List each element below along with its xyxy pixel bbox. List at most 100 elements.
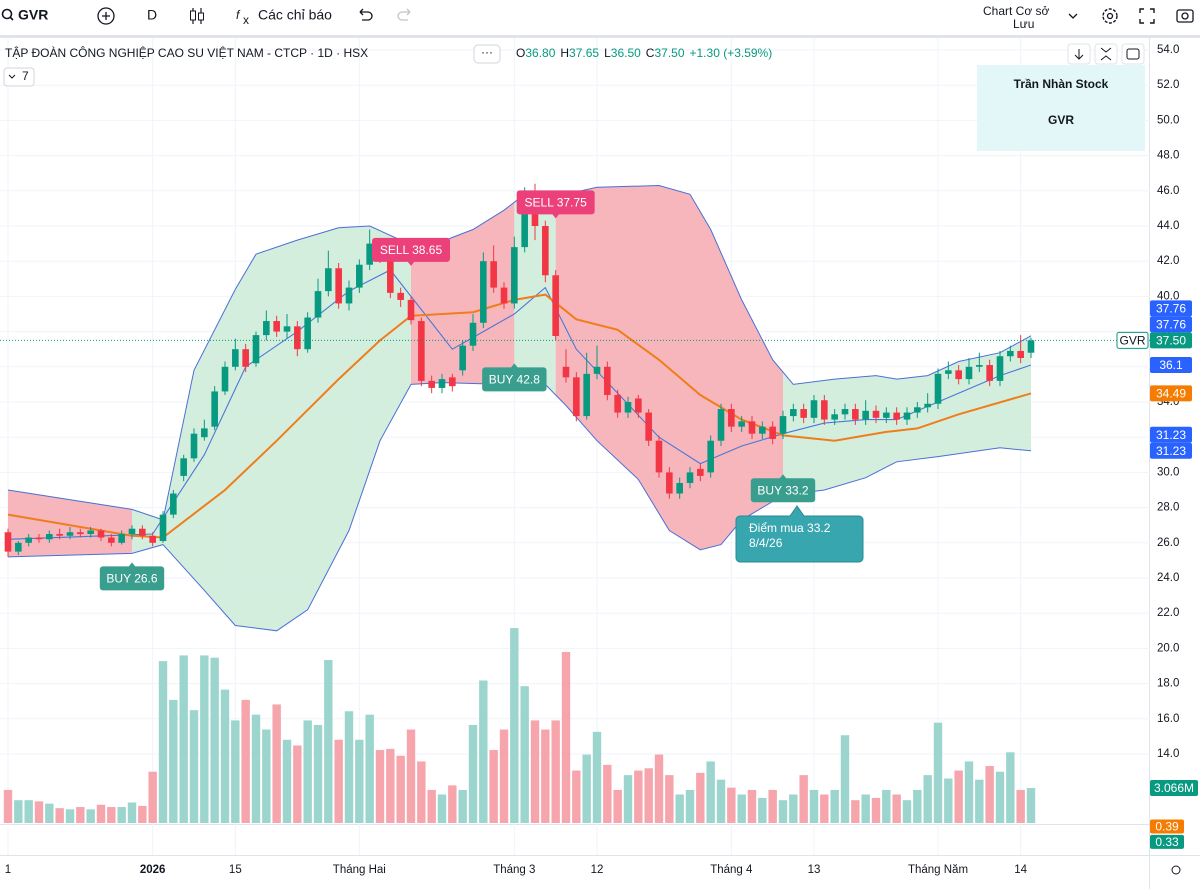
volume-bar bbox=[572, 770, 581, 823]
candle-body bbox=[387, 257, 394, 293]
volume-bar bbox=[541, 729, 550, 823]
volume-bar bbox=[623, 775, 633, 823]
undo[interactable] bbox=[359, 8, 373, 21]
volume-bar bbox=[334, 739, 343, 823]
y-tick-label: 50.0 bbox=[1157, 114, 1179, 126]
camera-lens bbox=[1181, 12, 1189, 20]
legend-dropdown[interactable]: 7 bbox=[3, 67, 35, 87]
redo[interactable] bbox=[397, 8, 411, 21]
volume-bar bbox=[851, 800, 860, 823]
volume-bar bbox=[272, 704, 281, 823]
candle-body bbox=[232, 349, 239, 367]
save-state: Lưu bbox=[1013, 17, 1034, 31]
interval[interactable]: D bbox=[147, 7, 157, 23]
volume-bar bbox=[1016, 789, 1025, 823]
candle-body bbox=[1007, 350, 1014, 357]
volume-bar bbox=[613, 789, 622, 823]
volume-bar bbox=[179, 655, 188, 823]
candle-body bbox=[573, 377, 580, 417]
volume-bar bbox=[282, 739, 292, 823]
candle-body bbox=[614, 394, 621, 413]
candle-body bbox=[790, 409, 797, 417]
fx-icon: f bbox=[236, 8, 241, 22]
candle-icon bbox=[190, 10, 196, 21]
signal-pointer bbox=[128, 562, 136, 568]
x-tick-label: Tháng Năm bbox=[908, 864, 968, 876]
more-button[interactable] bbox=[473, 44, 501, 64]
candle-body bbox=[500, 287, 508, 304]
badge-box bbox=[1150, 357, 1192, 374]
volume-bar bbox=[923, 775, 932, 823]
pane-button[interactable] bbox=[1094, 43, 1118, 65]
price-badge: 31.23 bbox=[1150, 442, 1192, 459]
screenshot-button[interactable] bbox=[1176, 9, 1194, 23]
candle-body bbox=[159, 514, 167, 542]
macd-badge: 0.33 bbox=[1150, 834, 1184, 849]
volume-bar bbox=[138, 805, 147, 823]
y-tick-label: 16.0 bbox=[1157, 713, 1179, 725]
candle-body bbox=[449, 377, 456, 387]
volume-bar bbox=[561, 652, 571, 823]
candle-body bbox=[242, 349, 249, 367]
indicators-button[interactable]: f x Các chỉ báo bbox=[236, 7, 332, 27]
candle-body bbox=[459, 345, 466, 371]
plot: BUY 26.6 SELL 38.65 BUY 42.8 SELL 37.75 BUY … bbox=[0, 38, 1150, 855]
candle-body bbox=[686, 472, 694, 483]
pane-button[interactable] bbox=[1121, 43, 1145, 65]
gear-center bbox=[1106, 12, 1114, 20]
candle-body bbox=[356, 264, 363, 288]
candle-body bbox=[562, 366, 570, 378]
candle-body bbox=[77, 532, 84, 534]
volume-bar bbox=[303, 720, 312, 823]
volume-bar bbox=[241, 699, 250, 823]
candle-body bbox=[97, 530, 105, 538]
y-tick-label: 20.0 bbox=[1157, 642, 1179, 654]
indicator-count: 7 bbox=[22, 69, 29, 83]
price-badge: 34.49 bbox=[1150, 385, 1192, 402]
volume-bar bbox=[675, 794, 684, 823]
volume-bar bbox=[210, 657, 219, 823]
volume-bar bbox=[386, 748, 395, 823]
candle-body bbox=[283, 326, 291, 332]
fullscreen[interactable] bbox=[1139, 8, 1155, 24]
signal-box bbox=[482, 367, 547, 392]
candle-body bbox=[965, 366, 973, 380]
symbol-search[interactable]: GVR bbox=[1, 7, 49, 23]
x-tick-label: Tháng Hai bbox=[333, 864, 386, 876]
badge-box bbox=[1150, 385, 1192, 402]
candle-body bbox=[294, 326, 301, 350]
volume-bar bbox=[964, 761, 974, 823]
volume-bar bbox=[200, 655, 209, 823]
ohlc-legend: O36.80 H37.65 L36.50 C37.50 +1.30 (+3.59%) bbox=[516, 46, 772, 60]
signal-label: BUY 42.8 bbox=[489, 373, 540, 387]
candle-body bbox=[986, 365, 993, 381]
dropdown-chevron bbox=[8, 74, 16, 79]
volume-bar bbox=[654, 754, 664, 823]
chart-type-button[interactable] bbox=[190, 8, 204, 24]
annotation-line: Điểm mua 33.2 bbox=[749, 521, 831, 535]
compare-button[interactable] bbox=[97, 7, 115, 25]
candle-body bbox=[655, 440, 663, 473]
volume-bar bbox=[954, 770, 963, 823]
settings-dot[interactable] bbox=[1171, 865, 1181, 875]
signal-label: SELL 38.65 bbox=[380, 243, 443, 257]
signal: SELL 38.65 bbox=[372, 237, 450, 266]
y-tick-label: 18.0 bbox=[1157, 678, 1179, 690]
band-lower bbox=[7, 382, 1032, 632]
volume-bar bbox=[551, 720, 560, 823]
candle-body bbox=[397, 292, 404, 300]
volume-bar bbox=[437, 794, 447, 823]
candle-body bbox=[66, 532, 74, 536]
settings-button[interactable] bbox=[1102, 8, 1118, 24]
macd-badge: 0.39 bbox=[1150, 819, 1184, 834]
candle-body bbox=[221, 366, 229, 392]
candle-body bbox=[635, 398, 642, 413]
candle-body bbox=[831, 414, 838, 420]
volume-bar bbox=[3, 789, 13, 823]
volume-bar bbox=[427, 789, 436, 823]
volume-bar bbox=[592, 731, 602, 823]
badge-box bbox=[1150, 819, 1184, 834]
